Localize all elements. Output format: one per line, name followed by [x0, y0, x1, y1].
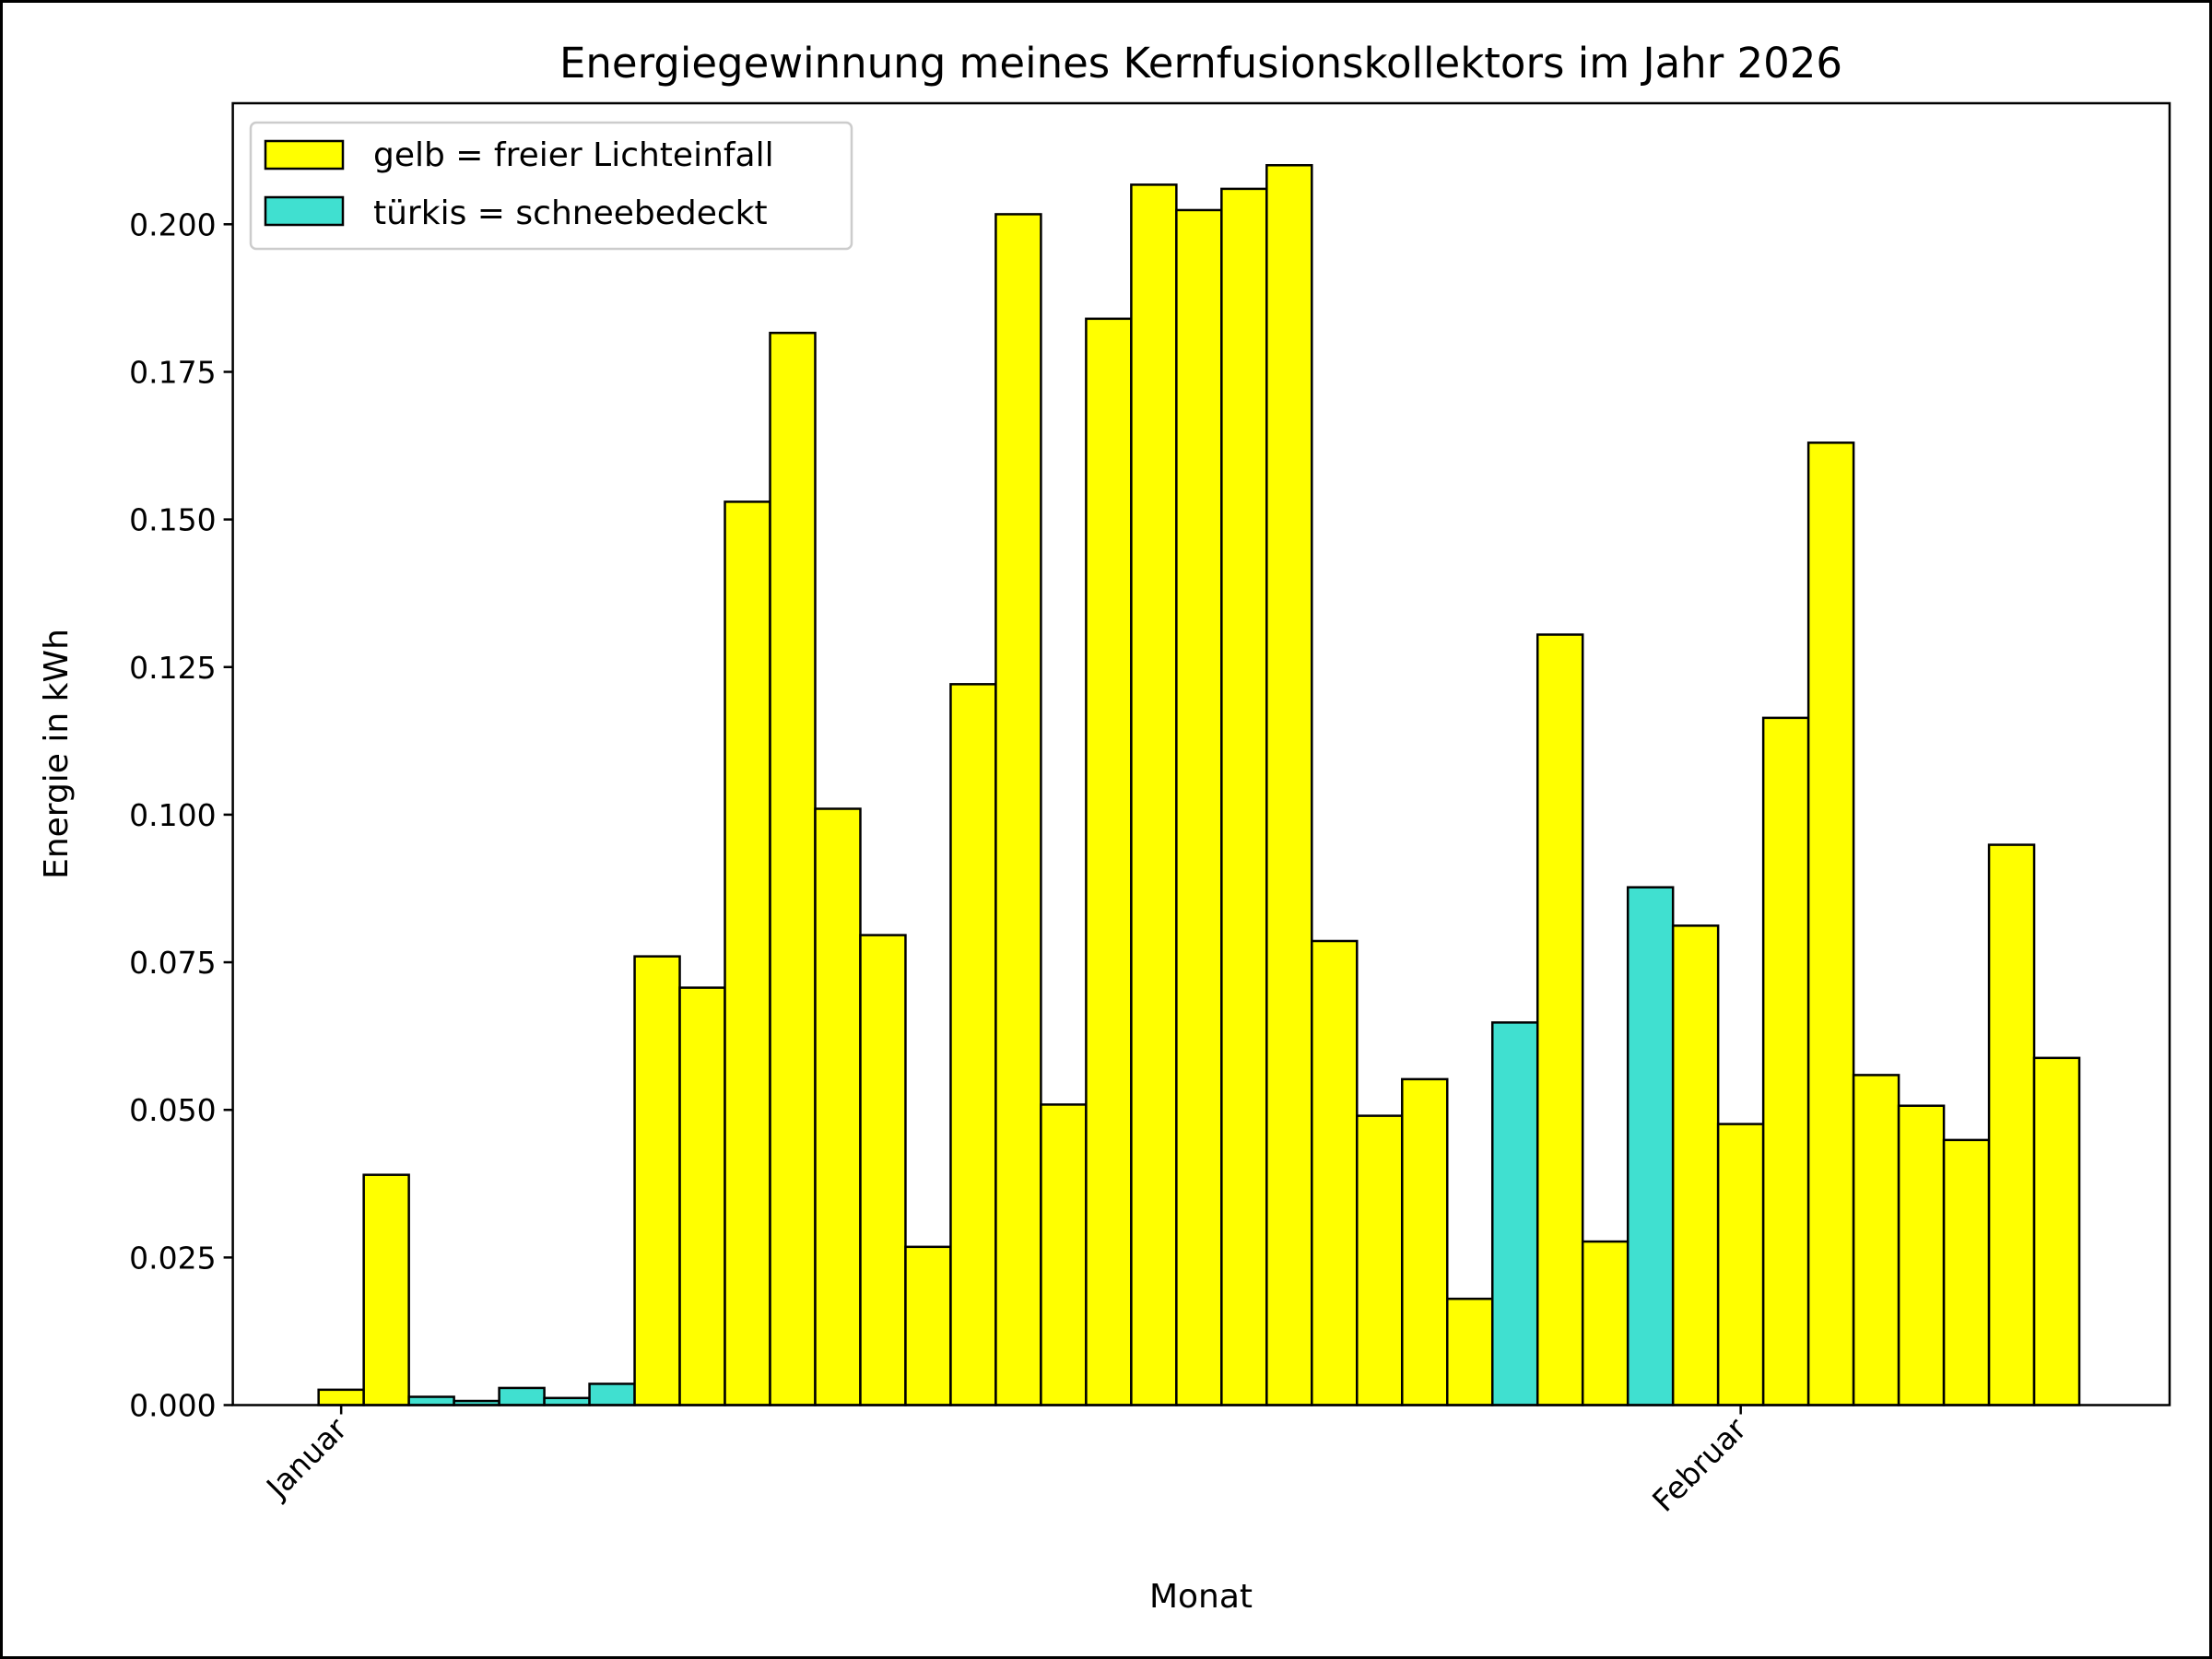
bar-free-light [1761, 716, 1810, 1406]
legend-patch-snow [264, 195, 345, 227]
y-tick-label: 0.025 [129, 1240, 216, 1276]
bar-snow-covered [407, 1395, 455, 1406]
bar-free-light [362, 1173, 410, 1406]
bar-free-light [949, 683, 997, 1406]
y-tick-label: 0.000 [129, 1388, 216, 1424]
bar-free-light [1942, 1138, 1991, 1406]
legend-patch-sunny [264, 139, 345, 171]
y-axis-label: Energie in kWh [38, 629, 76, 879]
bar-free-light [1581, 1240, 1630, 1406]
y-tick-label: 0.125 [129, 650, 216, 686]
bar-free-light [1175, 208, 1223, 1406]
y-axis: 0.000 0.025 0.050 0.075 0.100 0.125 0.150 0.175… [129, 206, 233, 1424]
y-tick-label: 0.050 [129, 1092, 216, 1128]
bar-free-light [769, 331, 817, 1406]
bar-free-light [317, 1388, 365, 1406]
plot-area-border [231, 101, 2171, 1406]
bar-free-light [859, 934, 907, 1406]
bar-snow-covered [1490, 1021, 1539, 1406]
legend-box [249, 121, 853, 251]
bar-free-light [2032, 1056, 2081, 1406]
bar-snow-covered [588, 1382, 636, 1406]
y-tick-label: 0.175 [129, 354, 216, 390]
bar-free-light [1987, 843, 2036, 1406]
bar-free-light [724, 500, 771, 1406]
x-axis-label: Monat [1149, 1578, 1253, 1616]
bar-snow-covered [498, 1386, 546, 1406]
bar-free-light [1852, 1074, 1900, 1406]
legend-label-snow: türkis = schneebedeckt [373, 194, 768, 232]
bar-free-light [1806, 441, 1855, 1406]
bar-free-light [633, 955, 681, 1406]
bar-free-light [1401, 1077, 1449, 1406]
y-tick-label: 0.200 [129, 206, 216, 242]
bar-free-light [1265, 164, 1313, 1406]
legend-label-sunny: gelb = freier Lichteinfall [373, 136, 774, 174]
bar-free-light [1716, 1123, 1765, 1406]
y-tick-label: 0.075 [129, 945, 216, 981]
x-axis: Januar Februar [258, 1405, 1754, 1519]
x-tick-label: Februar [1645, 1410, 1753, 1518]
bar-free-light [1535, 633, 1584, 1406]
y-tick-label: 0.150 [129, 502, 216, 538]
bar-free-light [1130, 183, 1178, 1406]
chart-title: Energiegewinnung meines Kernfusionskolle… [559, 39, 1842, 88]
y-tick-label: 0.100 [129, 797, 216, 833]
x-tick-label: Januar [258, 1410, 354, 1506]
bar-free-light [1085, 317, 1133, 1406]
bar-free-light [904, 1245, 952, 1406]
bar-free-light [1897, 1104, 1946, 1406]
bars [317, 164, 2081, 1406]
bar-free-light [678, 986, 726, 1406]
bar-free-light [1220, 187, 1268, 1406]
bar-snow-covered [1626, 886, 1675, 1406]
bar-free-light [1040, 1103, 1088, 1406]
bar-free-light [1311, 939, 1359, 1406]
legend: gelb = freier Lichteinfall türkis = schn… [249, 121, 853, 251]
bar-free-light [1671, 924, 1720, 1406]
bar-free-light [994, 213, 1042, 1406]
bar-free-light [814, 807, 862, 1406]
bar-free-light [1446, 1297, 1494, 1406]
bar-free-light [1356, 1114, 1404, 1406]
